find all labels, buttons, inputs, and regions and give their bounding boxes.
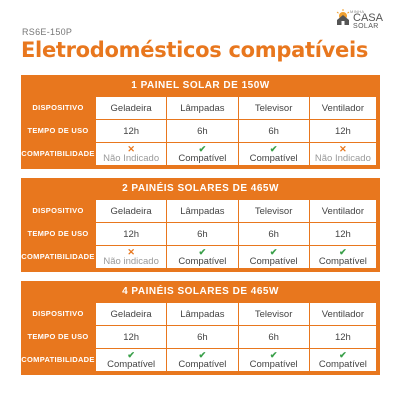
- row-label-device: DISPOSITIVO: [32, 103, 84, 112]
- compat-cell: ✕ Não Indicado: [308, 142, 380, 169]
- cross-icon: ✕: [127, 247, 135, 257]
- cross-icon: ✕: [339, 144, 347, 154]
- row-label-device: DISPOSITIVO: [32, 309, 84, 318]
- compatibility-table: DISPOSITIVO Geladeira Lâmpadas Televisor Ven…: [21, 302, 380, 375]
- usage-cell: 12h: [95, 325, 167, 348]
- logo-word-casa: CASA: [353, 12, 383, 24]
- row-label-device: DISPOSITIVO: [32, 206, 84, 215]
- block-title: 4 PAINÉIS SOLARES DE 465W: [122, 286, 279, 297]
- logo-tagline: MINHA: [350, 9, 365, 14]
- usage-cell: 6h: [237, 119, 309, 142]
- product-code: RS6E-150P: [22, 27, 73, 37]
- checkmark-icon: ✔: [127, 350, 135, 360]
- usage-cell: 6h: [237, 222, 309, 245]
- usage-row: TEMPO DE USO 12h 6h 6h 12h: [21, 325, 380, 348]
- compat-status: Compatível: [249, 153, 298, 164]
- usage-cell: 12h: [308, 222, 380, 245]
- compat-status: Não Indicado: [314, 153, 371, 164]
- usage-cell: 12h: [95, 119, 167, 142]
- compat-cell: ✔ Compatível: [237, 142, 309, 169]
- usage-cell: 6h: [166, 325, 238, 348]
- device-cell: Ventilador: [308, 199, 380, 222]
- usage-cell: 6h: [237, 325, 309, 348]
- compat-cell: ✔ Compatível: [237, 245, 309, 272]
- compat-cell: ✔ Compatível: [237, 348, 309, 375]
- compat-cell: ✔ Compatível: [308, 245, 380, 272]
- logo-word-solar: SOLAR: [353, 23, 379, 30]
- table-block-2-panels: 2 PAINÉIS SOLARES DE 465W DISPOSITIVO Gela…: [21, 178, 380, 272]
- device-cell: Televisor: [237, 302, 309, 325]
- row-label-usage: TEMPO DE USO: [27, 229, 89, 238]
- compat-status: Compatível: [249, 256, 298, 267]
- compatibility-table: DISPOSITIVO Geladeira Lâmpadas Televisor Ven…: [21, 96, 380, 169]
- usage-row: TEMPO DE USO 12h 6h 6h 12h: [21, 119, 380, 142]
- device-cell: Geladeira: [95, 199, 167, 222]
- compat-status: Compatível: [178, 359, 227, 370]
- device-cell: Televisor: [237, 96, 309, 119]
- usage-cell: 12h: [308, 119, 380, 142]
- checkmark-icon: ✔: [269, 144, 278, 154]
- brand-logo: MINHA CASA SOLAR: [335, 6, 395, 32]
- compat-row: COMPATIBILIDADE ✕ Não Indicado ✔ Compatível ✔…: [21, 142, 380, 169]
- device-cell: Televisor: [237, 199, 309, 222]
- compat-status: Compatível: [107, 359, 156, 370]
- row-label-compat: COMPATIBILIDADE: [21, 142, 95, 169]
- usage-cell: 6h: [166, 119, 238, 142]
- compat-cell: ✔ Compatível: [95, 348, 167, 375]
- cross-icon: ✕: [127, 144, 135, 154]
- row-label-compat: COMPATIBILIDADE: [21, 245, 95, 272]
- block-title: 1 PAINEL SOLAR DE 150W: [131, 80, 270, 91]
- device-cell: Lâmpadas: [166, 96, 238, 119]
- compat-cell: ✔ Compatível: [308, 348, 380, 375]
- compat-status: Não indicado: [103, 256, 159, 267]
- compatibility-table: DISPOSITIVO Geladeira Lâmpadas Televisor Ven…: [21, 199, 380, 272]
- device-cell: Ventilador: [308, 302, 380, 325]
- checkmark-icon: ✔: [339, 247, 347, 257]
- table-block-4-panels: 4 PAINÉIS SOLARES DE 465W DISPOSITIVO Gela…: [21, 281, 380, 375]
- row-label-compat: COMPATIBILIDADE: [21, 348, 95, 375]
- house-sun-icon: [336, 9, 350, 25]
- compat-status: Compatível: [318, 256, 367, 267]
- usage-cell: 6h: [166, 222, 238, 245]
- compat-status: Compatível: [318, 359, 367, 370]
- device-cell: Geladeira: [95, 96, 167, 119]
- compat-cell: ✔ Compatível: [166, 142, 238, 169]
- page-title: Eletrodomésticos compatíveis: [21, 38, 369, 62]
- compat-status: Compatível: [178, 256, 227, 267]
- block-title: 2 PAINÉIS SOLARES DE 465W: [122, 183, 279, 194]
- compat-status: Compatível: [178, 153, 227, 164]
- checkmark-icon: ✔: [198, 144, 207, 154]
- compat-row: COMPATIBILIDADE ✔ Compatível ✔ Compatível ✔ Co…: [21, 348, 380, 375]
- compat-cell: ✔ Compatível: [166, 245, 238, 272]
- compat-status: Compatível: [249, 359, 298, 370]
- device-cell: Ventilador: [308, 96, 380, 119]
- device-row: DISPOSITIVO Geladeira Lâmpadas Televisor Ven…: [21, 302, 380, 325]
- compat-row: COMPATIBILIDADE ✕ Não indicado ✔ Compatível ✔…: [21, 245, 380, 272]
- compat-cell: ✔ Compatível: [166, 348, 238, 375]
- checkmark-icon: ✔: [198, 350, 207, 360]
- checkmark-icon: ✔: [269, 350, 278, 360]
- usage-cell: 12h: [308, 325, 380, 348]
- compat-cell: ✕ Não indicado: [95, 245, 167, 272]
- device-row: DISPOSITIVO Geladeira Lâmpadas Televisor Ven…: [21, 96, 380, 119]
- compat-cell: ✕ Não Indicado: [95, 142, 167, 169]
- usage-cell: 12h: [95, 222, 167, 245]
- device-cell: Lâmpadas: [166, 302, 238, 325]
- checkmark-icon: ✔: [339, 350, 347, 360]
- device-row: DISPOSITIVO Geladeira Lâmpadas Televisor Ven…: [21, 199, 380, 222]
- device-cell: Lâmpadas: [166, 199, 238, 222]
- row-label-usage: TEMPO DE USO: [27, 332, 89, 341]
- table-block-1-panel: 1 PAINEL SOLAR DE 150W DISPOSITIVO Geladei…: [21, 75, 380, 169]
- device-cell: Geladeira: [95, 302, 167, 325]
- row-label-usage: TEMPO DE USO: [27, 126, 89, 135]
- checkmark-icon: ✔: [269, 247, 278, 257]
- checkmark-icon: ✔: [198, 247, 207, 257]
- compat-status: Não Indicado: [103, 153, 160, 164]
- usage-row: TEMPO DE USO 12h 6h 6h 12h: [21, 222, 380, 245]
